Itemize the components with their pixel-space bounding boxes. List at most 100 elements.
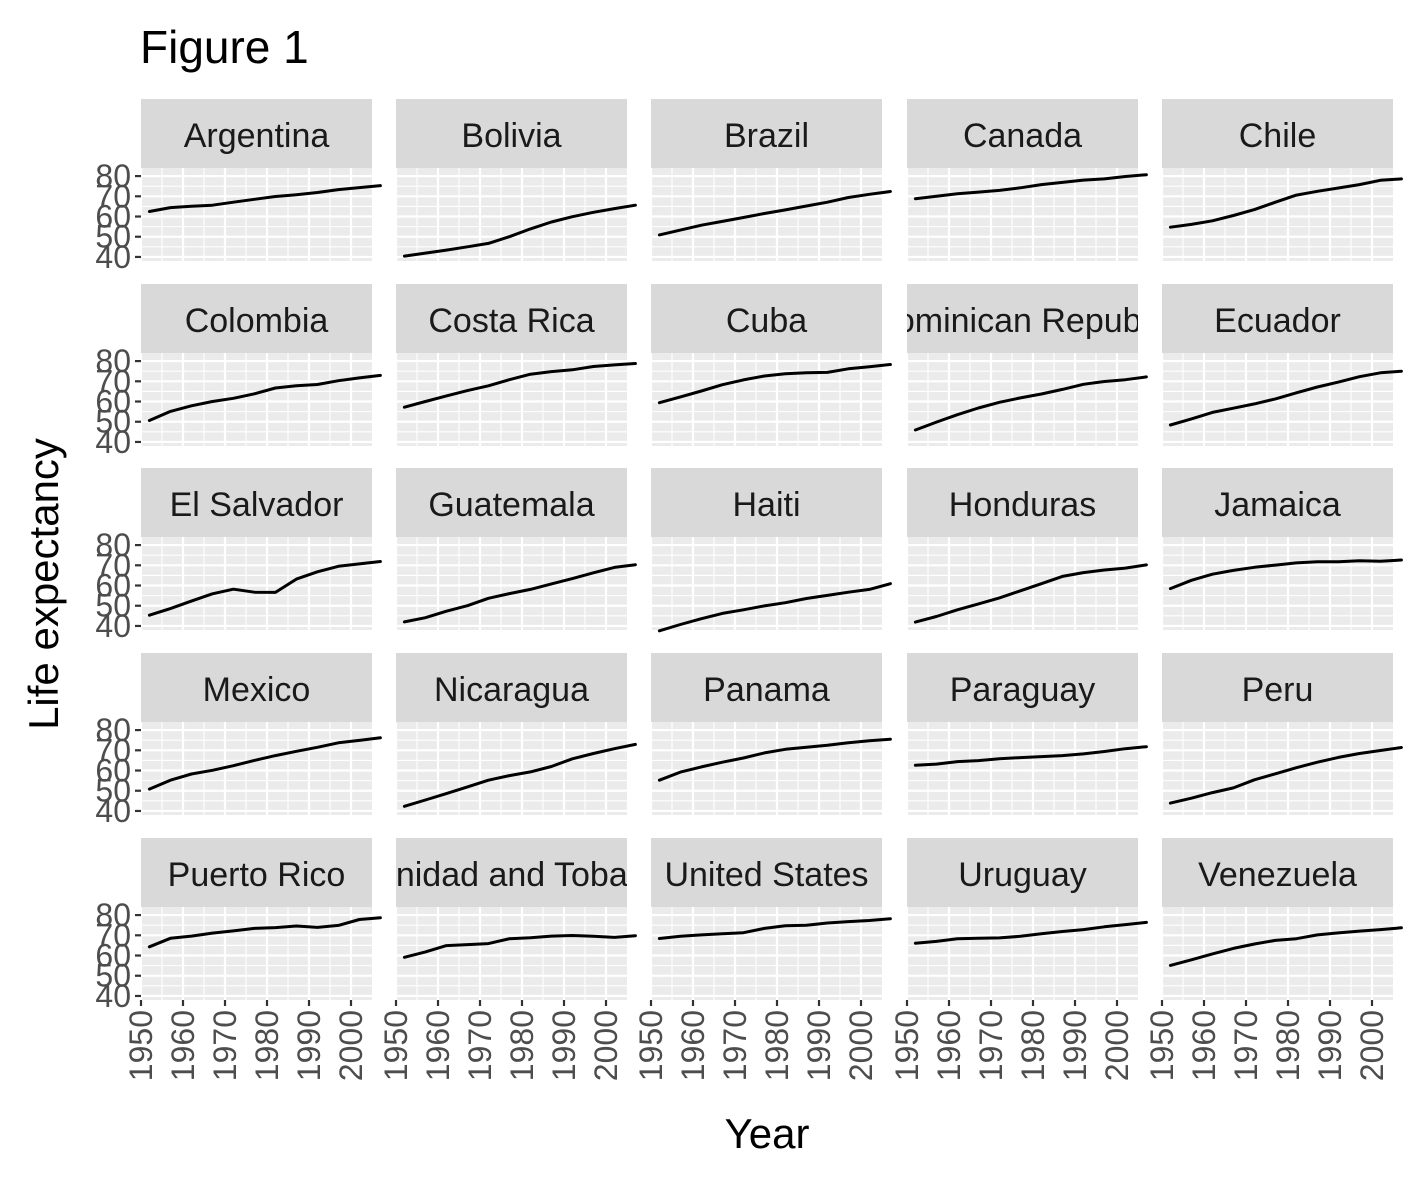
facet-panel: United States 1950 1960 1970 1980 1990 2000 xyxy=(633,838,892,1081)
facet-strip xyxy=(141,838,372,907)
panel-background xyxy=(907,353,1138,446)
panel-background xyxy=(651,537,882,630)
facet-strip-label: Canada xyxy=(963,117,1082,155)
facet-strip xyxy=(396,99,627,168)
facet-strip xyxy=(1162,468,1393,537)
panel-background xyxy=(141,353,372,446)
series-line xyxy=(402,203,637,258)
y-tick-label: 50 xyxy=(95,404,131,440)
x-tick-label: 1990 xyxy=(546,1010,582,1081)
x-tick-label: 1980 xyxy=(504,1010,540,1081)
y-tick-label: 70 xyxy=(95,732,131,768)
facet-strip-label: Brazil xyxy=(724,117,809,155)
facet-strip-label: Peru xyxy=(1242,671,1314,709)
x-tick-label: 2000 xyxy=(1354,1010,1390,1081)
facet-strip xyxy=(396,653,627,722)
y-tick-label: 50 xyxy=(95,773,131,809)
y-tick-label: 80 xyxy=(95,527,131,563)
series-line xyxy=(147,736,382,791)
series-line xyxy=(402,742,637,808)
x-tick-label: 1960 xyxy=(1186,1010,1222,1081)
y-tick-label: 60 xyxy=(95,384,131,420)
facet-panel: Cuba xyxy=(649,284,892,446)
y-tick-label: 50 xyxy=(95,588,131,624)
y-tick-label: 80 xyxy=(95,712,131,748)
facet-strip-label: Colombia xyxy=(185,302,329,340)
series-line xyxy=(1168,558,1403,591)
facet-strip-label: Haiti xyxy=(732,486,800,524)
facet-panel: Brazil xyxy=(649,99,892,261)
panel-background xyxy=(907,722,1138,815)
x-tick-label: 1970 xyxy=(1228,1010,1264,1081)
facet-strip xyxy=(651,468,882,537)
facet-strip xyxy=(141,653,372,722)
y-tick-label: 40 xyxy=(95,239,131,275)
panel-background xyxy=(396,722,627,815)
y-tick-label: 60 xyxy=(95,568,131,604)
facet-strip xyxy=(396,284,627,353)
facet-strip-label: Dominican Republic xyxy=(871,302,1173,340)
series-line xyxy=(147,916,382,949)
x-axis-title: Year xyxy=(725,1110,810,1157)
x-tick-label: 1960 xyxy=(675,1010,711,1081)
series-line xyxy=(402,563,637,624)
x-tick-label: 1990 xyxy=(1312,1010,1348,1081)
facet-strip-label: Puerto Rico xyxy=(168,856,346,894)
panel-background xyxy=(141,907,372,1000)
series-line xyxy=(147,560,382,617)
y-tick-label: 70 xyxy=(95,917,131,953)
panel-background xyxy=(1162,168,1393,261)
y-tick-label: 70 xyxy=(95,178,131,214)
x-tick-label: 1950 xyxy=(378,1010,414,1081)
y-tick-label: 80 xyxy=(95,158,131,194)
panel-background xyxy=(1162,722,1393,815)
facet-panel: Guatemala xyxy=(394,468,637,630)
x-tick-label: 1970 xyxy=(973,1010,1009,1081)
series-line xyxy=(913,173,1148,201)
facet-panel: Costa Rica xyxy=(394,284,637,446)
facet-strip xyxy=(396,468,627,537)
x-tick-label: 1950 xyxy=(123,1010,159,1081)
facet-panel: Ecuador xyxy=(1160,284,1403,446)
y-tick-label: 60 xyxy=(95,199,131,235)
x-tick-label: 2000 xyxy=(843,1010,879,1081)
series-line xyxy=(402,934,637,959)
facet-strip-label: Panama xyxy=(703,671,830,709)
facet-panel: Bolivia xyxy=(394,99,637,261)
facet-strip-label: Nicaragua xyxy=(434,671,589,709)
series-line xyxy=(657,363,892,405)
series-line xyxy=(147,184,382,213)
x-tick-label: 2000 xyxy=(333,1010,369,1081)
facet-strip xyxy=(907,468,1138,537)
panel-background xyxy=(907,168,1138,261)
facet-strip xyxy=(141,99,372,168)
x-tick-label: 1960 xyxy=(165,1010,201,1081)
facet-strip xyxy=(1162,99,1393,168)
series-line xyxy=(913,563,1148,624)
facet-panel: Jamaica xyxy=(1160,468,1403,630)
y-tick-label: 60 xyxy=(95,938,131,974)
panel-background xyxy=(907,907,1138,1000)
facet-strip-label: Uruguay xyxy=(958,856,1087,894)
series-line xyxy=(1168,177,1403,229)
facet-strip xyxy=(1162,284,1393,353)
x-tick-label: 1990 xyxy=(291,1010,327,1081)
x-tick-label: 1950 xyxy=(1144,1010,1180,1081)
series-line xyxy=(657,917,892,940)
facet-panel: Peru xyxy=(1160,653,1403,815)
x-tick-label: 1970 xyxy=(462,1010,498,1081)
facet-strip-label: Paraguay xyxy=(950,671,1096,709)
facet-strip xyxy=(1162,653,1393,722)
y-tick-label: 40 xyxy=(95,793,131,829)
panel-background xyxy=(396,907,627,1000)
x-tick-label: 1950 xyxy=(633,1010,669,1081)
facet-panel: Panama xyxy=(649,653,892,815)
facet-strip xyxy=(141,468,372,537)
series-line xyxy=(657,190,892,237)
facet-strip-label: Ecuador xyxy=(1214,302,1341,340)
